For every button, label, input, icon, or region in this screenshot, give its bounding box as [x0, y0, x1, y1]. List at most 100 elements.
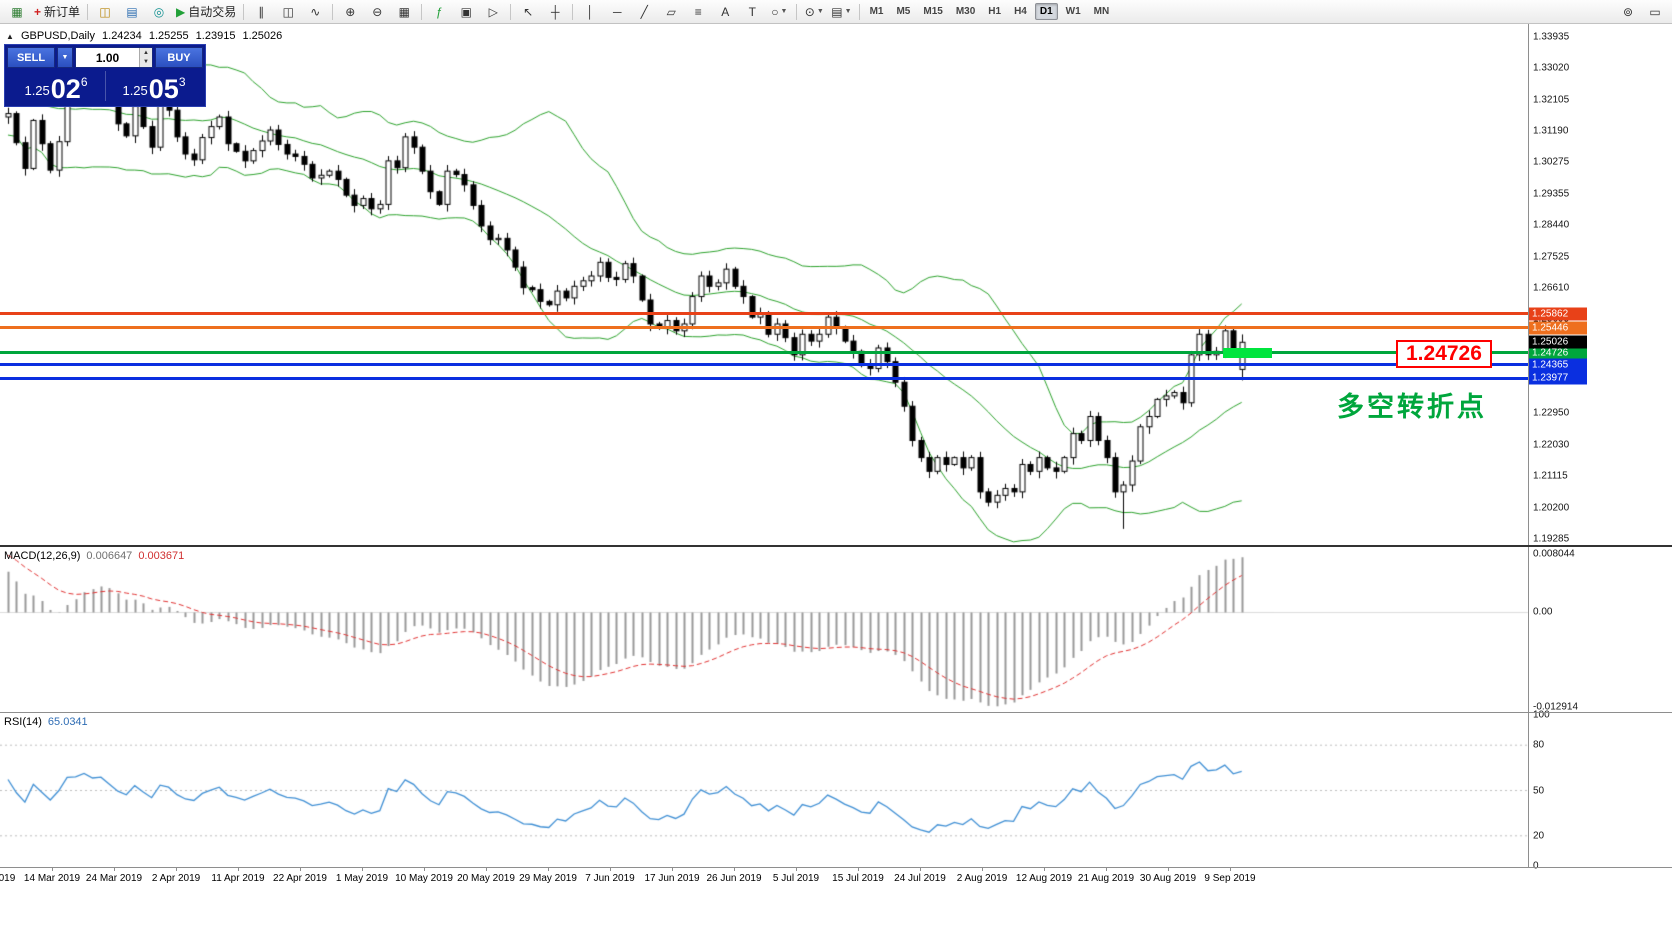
chart-shift-icon[interactable]: ▷	[480, 1, 506, 23]
ohlc-close: 1.25026	[242, 30, 283, 42]
periods-icon[interactable]: ⊙ ▼	[801, 1, 827, 23]
date-label: 15 Jul 2019	[832, 873, 884, 884]
hline-support-1.24365[interactable]	[0, 363, 1528, 367]
new-order-button[interactable]: + 新订单	[31, 1, 83, 23]
date-label: 26 Jun 2019	[706, 873, 762, 884]
date-label: 12 Aug 2019	[1015, 873, 1073, 884]
buy-price-button[interactable]: 1.25 05 3	[105, 68, 203, 104]
profiles-icon[interactable]: ▤	[119, 1, 145, 23]
data-window-icon[interactable]: ◎	[146, 1, 172, 23]
rsi-axis-label: 80	[1533, 739, 1545, 751]
sell-price-head: 1.25	[24, 83, 50, 98]
rsi-value: 65.0341	[47, 716, 88, 728]
timeframe-h1[interactable]: H1	[988, 6, 1002, 17]
shapes-icon[interactable]: ○ ▼	[766, 1, 792, 23]
timeframe-m1[interactable]: M1	[869, 6, 884, 17]
price-axis-label: 1.22950	[1533, 407, 1570, 419]
date-label: 17 Jun 2019	[644, 873, 700, 884]
hline-support-1.23977[interactable]	[0, 376, 1528, 380]
fibonacci-icon-glyph: ≡	[694, 4, 702, 19]
buy-button[interactable]: BUY	[155, 47, 203, 68]
caption-arrow-icon[interactable]: ▲	[6, 32, 14, 41]
vertical-line-icon[interactable]: │	[577, 1, 603, 23]
chart-window-icon[interactable]: ◫	[92, 1, 118, 23]
date-tick	[1230, 868, 1231, 871]
tile-windows-icon[interactable]: ▦	[391, 1, 417, 23]
lot-up-icon[interactable]: ▲	[140, 48, 152, 58]
templates-icon[interactable]: ▤ ▼	[828, 1, 854, 23]
templates-icon-dropdown-icon[interactable]: ▼	[844, 7, 852, 15]
timeframe-mn[interactable]: MN	[1093, 6, 1110, 17]
timeframe-m5[interactable]: M5	[896, 6, 911, 17]
timeframe-m30[interactable]: M30	[955, 6, 976, 17]
trendline-icon[interactable]: ╱	[631, 1, 657, 23]
hline-resistance-1.25446[interactable]	[0, 326, 1528, 330]
cursor-icon[interactable]: ↖	[515, 1, 541, 23]
date-tick	[238, 868, 239, 871]
arrange-windows-icon[interactable]: ▣	[453, 1, 479, 23]
indicators-icon-glyph: ƒ	[435, 4, 443, 19]
hline-resistance-1.25862[interactable]	[0, 312, 1528, 316]
price-axis-label: 1.30275	[1533, 156, 1570, 168]
autotrading-button[interactable]: ▶ 自动交易	[173, 1, 239, 23]
timeframe-h4[interactable]: H4	[1014, 6, 1027, 17]
date-tick	[734, 868, 735, 871]
sell-button[interactable]: SELL	[7, 47, 55, 68]
shapes-icon-dropdown-icon[interactable]: ▼	[780, 7, 788, 15]
buy-price-head: 1.25	[122, 83, 148, 98]
pivot-price-label[interactable]: 1.24726	[1396, 339, 1492, 368]
date-label: 21 Aug 2019	[1077, 873, 1135, 884]
label-icon[interactable]: T	[739, 1, 765, 23]
zoom-in-icon[interactable]: ⊕	[337, 1, 363, 23]
date-axis[interactable]: 6 Mar 2019 14 Mar 2019 24 Mar 2019 2 Apr 20…	[0, 868, 1528, 890]
lot-down-icon[interactable]: ▼	[140, 57, 152, 67]
line-chart-icon[interactable]: ∿	[302, 1, 328, 23]
date-label: 14 Mar 2019	[23, 873, 81, 884]
horizontal-line-icon[interactable]: ─	[604, 1, 630, 23]
date-tick	[486, 868, 487, 871]
buy-price-pips: 05	[148, 74, 179, 104]
channel-icon[interactable]: ▱	[658, 1, 684, 23]
main-macd-divider[interactable]	[0, 545, 1672, 547]
indicators-icon[interactable]: ƒ	[426, 1, 452, 23]
arrange-windows-icon-glyph: ▣	[460, 4, 472, 19]
price-axis-label: 1.27525	[1533, 251, 1570, 263]
periods-icon-dropdown-icon[interactable]: ▼	[816, 7, 824, 15]
bar-chart-icon[interactable]: ∥	[248, 1, 274, 23]
search-icon[interactable]: ⊚	[1615, 1, 1641, 23]
date-tick	[300, 868, 301, 871]
candlestick-chart-icon[interactable]: ◫	[275, 1, 301, 23]
chart-window-icon-glyph: ◫	[99, 4, 111, 19]
macd-rsi-divider[interactable]	[0, 712, 1672, 713]
sell-dropdown-icon[interactable]: ▼	[57, 47, 73, 68]
crosshair-icon-glyph: ┼	[551, 4, 560, 19]
axis-badge-1.24726: 1.24726	[1529, 346, 1587, 360]
bar-chart-icon-glyph: ∥	[258, 4, 265, 19]
timeframe-d1[interactable]: D1	[1034, 3, 1058, 20]
lot-size-value[interactable]: 1.00	[95, 50, 120, 65]
timeframe-m15[interactable]: M15	[923, 6, 943, 17]
date-label: 10 May 2019	[395, 873, 453, 884]
fibonacci-icon[interactable]: ≡	[685, 1, 711, 23]
lot-size-field[interactable]: 1.00 ▲ ▼	[75, 47, 153, 68]
toolbar: ▦ + 新订单 ◫ ▤ ◎ ▶ 自动交易 ∥ ◫ ∿ ⊕ ⊖ ▦ ƒ ▣ ▷ ↖ ┼ │ ─ ╱ ▱ ≡ A T ○ ▼ ⊙ ▼ ▤ ▼ M1 M…	[0, 0, 1672, 24]
shapes-icon-glyph: ○	[771, 4, 779, 19]
price-axis-label: 1.19285	[1533, 533, 1570, 545]
date-tick	[176, 868, 177, 871]
new-window-icon[interactable]: ▭	[1642, 1, 1668, 23]
sell-price-button[interactable]: 1.25 02 6	[7, 68, 105, 104]
text-icon[interactable]: A	[712, 1, 738, 23]
rsi-label: RSI(14)	[4, 716, 42, 728]
date-tick	[920, 868, 921, 871]
label-icon-glyph: T	[748, 4, 756, 19]
chart-symbol: GBPUSD,Daily	[20, 30, 95, 42]
zoom-out-icon[interactable]: ⊖	[364, 1, 390, 23]
timeframe-w1[interactable]: W1	[1065, 6, 1081, 17]
crosshair-icon[interactable]: ┼	[542, 1, 568, 23]
highlight-zone[interactable]	[1223, 347, 1272, 358]
date-tick	[114, 868, 115, 871]
hline-pivot-1.24726[interactable]	[0, 351, 1528, 355]
lot-stepper[interactable]: ▲ ▼	[139, 48, 152, 67]
pivot-note-text[interactable]: 多空转折点	[1337, 392, 1487, 423]
